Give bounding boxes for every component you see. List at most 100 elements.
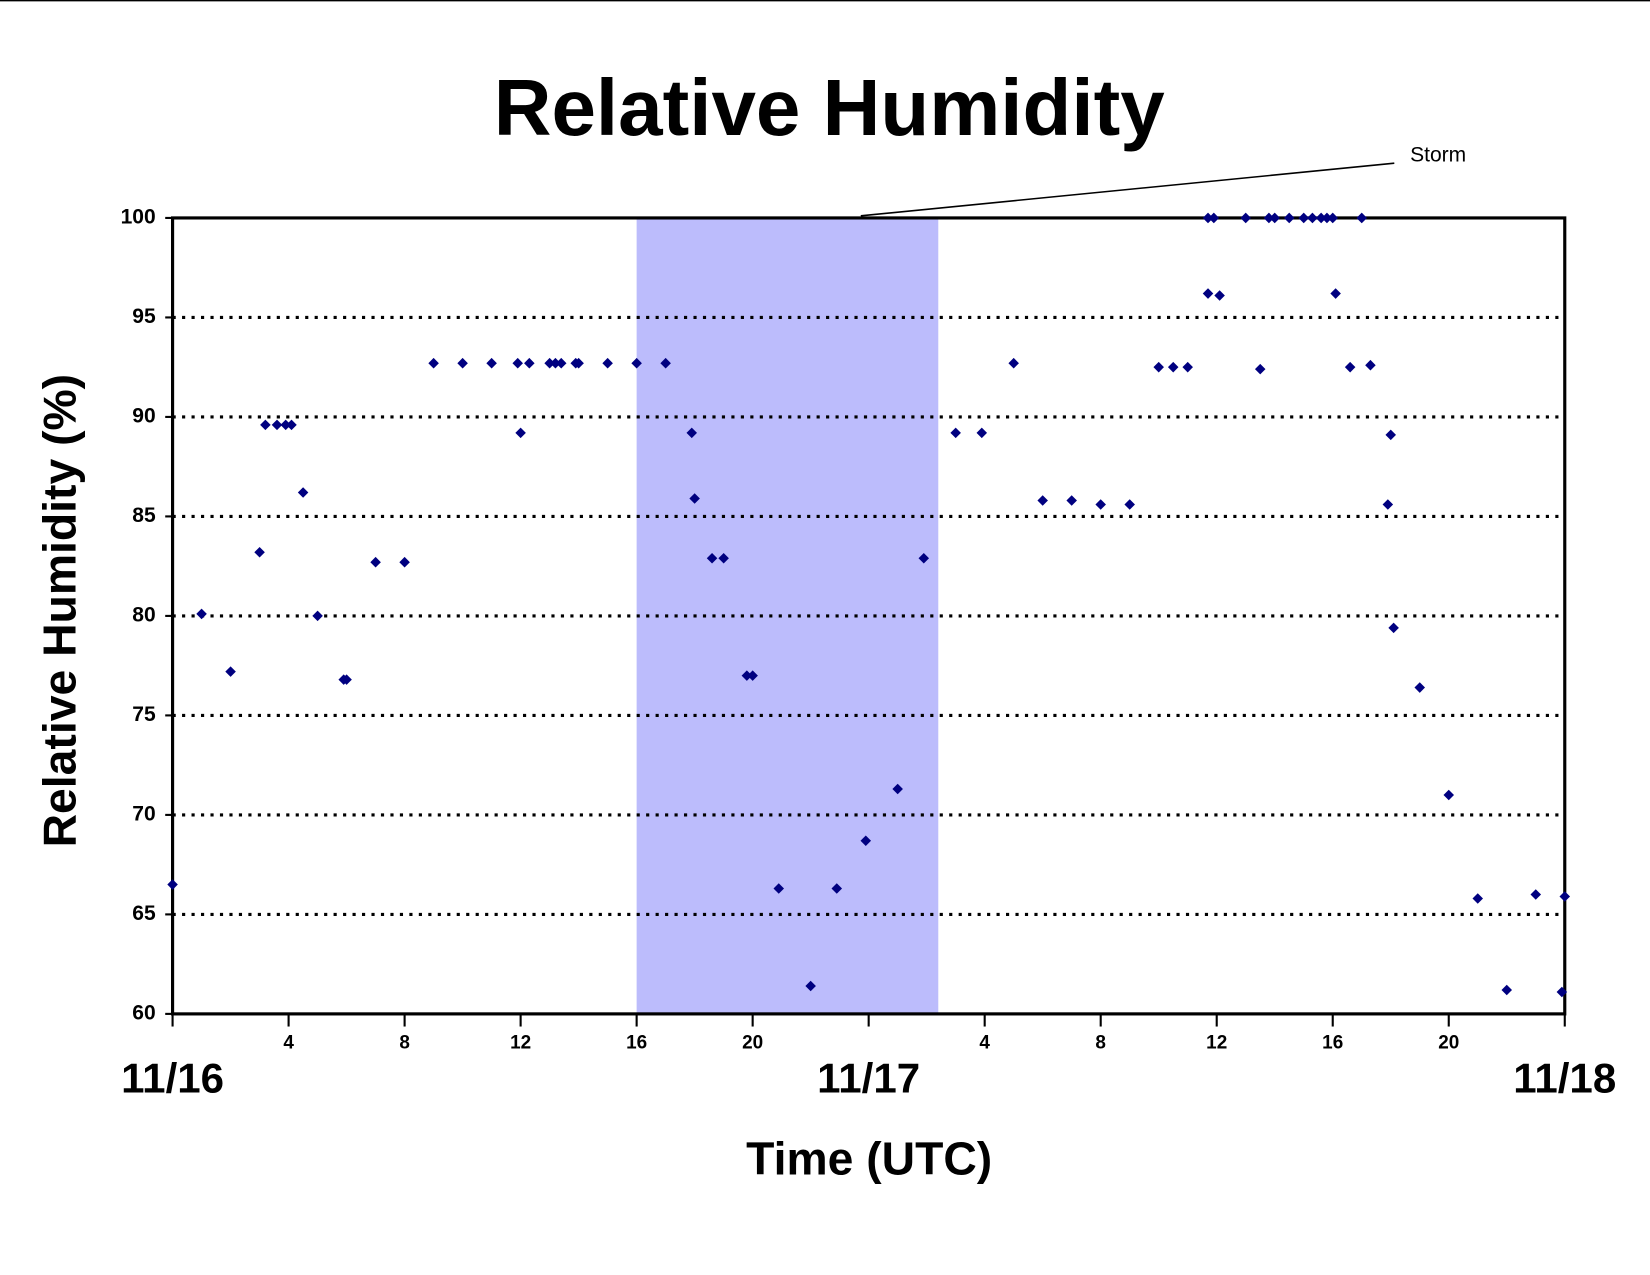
data-point	[1414, 682, 1426, 693]
data-point	[1167, 361, 1179, 373]
data-point	[706, 552, 718, 564]
x-tick-label: 8	[399, 1032, 410, 1053]
data-point	[286, 419, 297, 431]
data-point	[1356, 212, 1367, 224]
data-point	[1556, 986, 1568, 998]
y-tick-label: 80	[132, 603, 155, 626]
x-date-label: 11/17	[817, 1054, 920, 1101]
data-point	[918, 552, 930, 564]
data-point	[1066, 495, 1077, 506]
data-point	[515, 427, 526, 439]
data-point	[1153, 361, 1164, 373]
data-point	[1344, 361, 1356, 373]
data-point	[950, 427, 961, 439]
data-point	[1208, 212, 1220, 224]
data-point	[1037, 495, 1048, 506]
data-point	[544, 357, 555, 369]
data-point	[1269, 212, 1280, 224]
data-point	[1388, 622, 1399, 634]
x-axis-label: Time (UTC)	[746, 1133, 992, 1185]
data-point	[892, 783, 903, 795]
data-point	[225, 666, 236, 677]
data-point	[805, 980, 816, 992]
data-point	[1443, 789, 1455, 801]
data-point	[457, 357, 468, 369]
data-point	[689, 493, 700, 504]
y-tick-label: 60	[132, 1001, 155, 1024]
data-point	[297, 487, 309, 498]
data-point	[1263, 212, 1275, 224]
data-point	[1095, 499, 1106, 510]
data-point	[399, 556, 410, 568]
x-tick-label: 12	[1206, 1032, 1227, 1053]
annotation: Storm	[1410, 143, 1466, 166]
data-point	[428, 357, 439, 369]
data-point	[370, 556, 381, 568]
data-point	[631, 357, 642, 369]
data-point	[1182, 361, 1193, 373]
x-tick-label: 8	[1095, 1032, 1106, 1053]
data-point	[1330, 288, 1341, 299]
data-point	[1008, 357, 1019, 369]
y-tick-label: 75	[132, 703, 156, 726]
y-tick-label: 70	[132, 802, 155, 825]
data-point	[1501, 984, 1513, 996]
x-tick-label: 4	[283, 1032, 294, 1053]
data-point	[1298, 212, 1309, 224]
x-tick-label: 20	[1438, 1032, 1459, 1053]
data-point	[1472, 893, 1484, 904]
y-tick-label: 95	[132, 305, 156, 328]
x-date-label: 11/16	[121, 1054, 224, 1101]
data-point	[1202, 288, 1214, 299]
data-point	[741, 670, 753, 681]
data-point	[341, 674, 352, 685]
y-axis-label: Relative Humidity (%)	[33, 374, 85, 847]
data-point	[486, 357, 497, 369]
data-point	[1559, 891, 1571, 902]
data-point	[773, 883, 785, 894]
plot-frame	[170, 216, 1567, 1016]
data-point	[254, 546, 265, 558]
data-point	[1307, 212, 1318, 224]
data-point	[1385, 429, 1397, 441]
data-point	[718, 552, 729, 564]
data-point	[976, 427, 988, 439]
data-point	[524, 357, 535, 369]
data-point	[1214, 290, 1225, 301]
data-point	[660, 357, 671, 369]
data-point	[747, 670, 758, 681]
y-tick-label: 100	[121, 205, 156, 228]
data-point	[1530, 889, 1542, 900]
data-point	[1321, 212, 1333, 224]
data-point	[260, 419, 271, 431]
data-point	[1124, 499, 1135, 510]
x-tick-label: 4	[979, 1032, 990, 1053]
data-point	[573, 357, 584, 369]
data-point	[1240, 212, 1251, 224]
data-point	[1327, 212, 1338, 224]
data-point	[167, 879, 178, 890]
x-tick-label: 16	[1322, 1032, 1343, 1053]
data-point	[312, 610, 323, 622]
data-point	[512, 357, 523, 369]
data-point	[602, 357, 613, 369]
x-date-label: 11/18	[1513, 1054, 1616, 1101]
data-point	[555, 357, 567, 369]
data-point	[1254, 363, 1266, 375]
data-point	[1315, 212, 1327, 224]
data-point	[831, 883, 843, 894]
annotation-leader	[860, 162, 1395, 217]
y-tick-label: 85	[132, 504, 156, 527]
chart-title: Relative Humidity	[494, 63, 1165, 152]
x-tick-label: 20	[742, 1032, 763, 1053]
data-point	[860, 835, 872, 847]
y-tick-label: 65	[132, 902, 156, 925]
data-point	[1382, 499, 1394, 510]
y-tick-label: 90	[132, 404, 155, 427]
data-point	[1202, 212, 1214, 224]
data-point	[196, 608, 207, 620]
x-tick-label: 12	[510, 1032, 531, 1053]
data-point	[1283, 212, 1295, 224]
